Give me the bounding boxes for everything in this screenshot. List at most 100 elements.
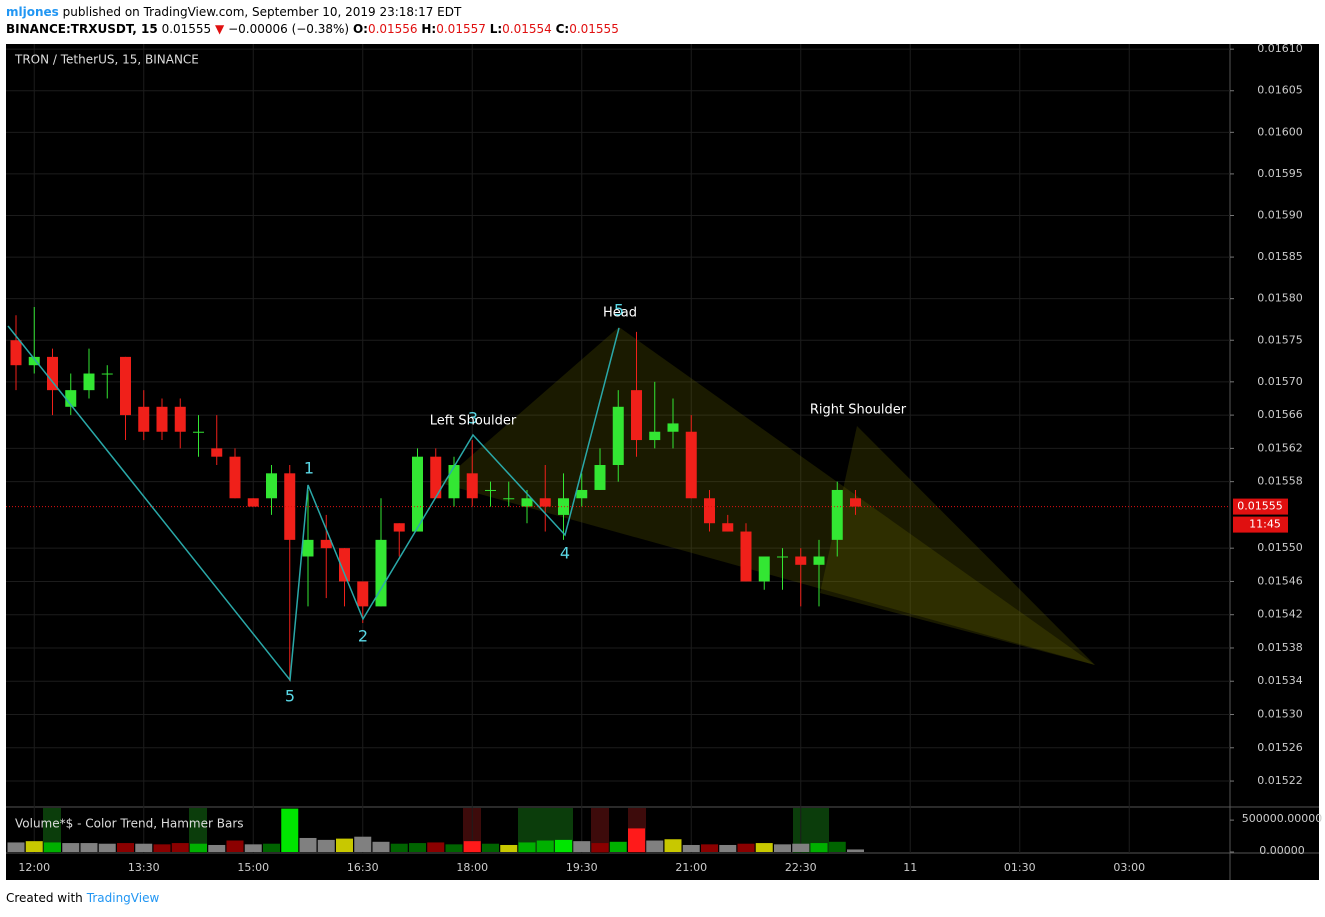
y-tick-label: 0.01570 — [1257, 375, 1303, 388]
volume-bar — [847, 849, 864, 852]
candle-body — [685, 431, 697, 499]
candle-body — [521, 498, 533, 507]
y-tick-label: 0.01534 — [1257, 674, 1303, 687]
volume-bar — [80, 843, 98, 852]
volume-bar — [7, 842, 25, 852]
y-tick-label: 0.01580 — [1257, 292, 1303, 305]
candle-body — [174, 406, 186, 432]
candle-body — [831, 489, 843, 540]
chart-bg — [6, 44, 1319, 880]
volume-bar — [44, 842, 61, 852]
candle-body — [740, 531, 752, 582]
y-tick-label: 0.01530 — [1257, 708, 1303, 721]
candle-body — [631, 390, 642, 441]
candle-body — [65, 390, 77, 407]
volume-bar — [628, 828, 645, 852]
volume-bar — [518, 842, 536, 852]
y-tick-label: 0.01605 — [1257, 84, 1303, 97]
y-tick-label: 0.01538 — [1257, 641, 1303, 654]
volume-bar — [774, 844, 791, 852]
candle-body — [594, 465, 606, 490]
volume-bar — [427, 842, 445, 852]
y-tick-label: 0.01546 — [1257, 574, 1303, 587]
volume-title: Volume*$ - Color Trend, Hammer Bars — [15, 817, 244, 831]
x-tick-label: 11 — [903, 861, 917, 874]
candle-body — [120, 356, 131, 416]
wave-label: 2 — [358, 627, 368, 646]
volume-bar — [409, 843, 426, 852]
volume-bar — [117, 843, 134, 852]
volume-tick-label: 500000.00000 — [1242, 812, 1322, 825]
candle-body — [211, 448, 223, 457]
candle-body — [83, 373, 95, 391]
c-value: 0.01555 — [569, 22, 619, 36]
user[interactable]: mljones — [6, 5, 59, 19]
volume-bar — [390, 843, 408, 852]
x-tick-label: 03:00 — [1113, 861, 1145, 874]
y-tick-label: 0.01590 — [1257, 208, 1303, 221]
y-tick-label: 0.01595 — [1257, 167, 1303, 180]
chart: 5 1 2 3 4 5 Left Shoulder Head Right Sho… — [6, 42, 1322, 880]
o-label: O: — [352, 22, 368, 36]
volume-bar — [609, 841, 627, 852]
volume-bar — [536, 840, 554, 852]
x-tick-label: 01:30 — [1004, 861, 1036, 874]
volume-bar — [299, 837, 317, 852]
candle-body — [412, 456, 423, 532]
head-triangle — [440, 327, 1095, 665]
wave-labels: 5 1 2 3 4 5 — [285, 301, 624, 706]
wave-label: 5 — [285, 687, 295, 706]
candle-body — [758, 556, 770, 582]
volume-bar — [500, 844, 518, 852]
candle-body — [156, 406, 168, 432]
shoulder-triangle — [820, 426, 1095, 665]
candle-body — [722, 523, 734, 532]
annotation: Right Shoulder — [810, 403, 907, 418]
y-tick-label: 0.01542 — [1257, 608, 1303, 621]
candle-body — [375, 539, 387, 607]
y-tick-label: 0.01526 — [1257, 741, 1303, 754]
y-tick-label: 0.01562 — [1257, 441, 1303, 454]
l-label: L: — [489, 22, 503, 36]
candle-body — [10, 340, 22, 366]
highlight — [43, 808, 61, 853]
volume-bar — [226, 840, 244, 852]
x-tick-label: 16:30 — [347, 861, 379, 874]
symbol: BINANCE:TRXUSDT, 15 — [6, 22, 158, 36]
y-tick-label: 0.01610 — [1257, 42, 1303, 55]
volume-bar — [810, 843, 828, 852]
last: 0.01555 — [161, 22, 212, 36]
volume-bar — [354, 836, 372, 852]
x-tick-label: 19:30 — [566, 861, 598, 874]
candle-body — [612, 406, 624, 466]
wave-label: 3 — [468, 409, 478, 428]
candle-body — [28, 356, 40, 366]
volume-bar — [372, 841, 390, 852]
h-label: H: — [421, 22, 437, 36]
y-tick-label: 0.01550 — [1257, 541, 1303, 554]
candle-body — [339, 548, 350, 582]
candle-body — [320, 539, 332, 549]
volume-bar — [317, 839, 335, 852]
created: Created with — [6, 891, 83, 905]
l-value: 0.01554 — [502, 22, 552, 36]
x-tick-label: 12:00 — [18, 861, 50, 874]
candle-body — [193, 431, 204, 433]
candle-body — [448, 465, 460, 499]
candle-body — [667, 423, 679, 432]
annotation: Head — [603, 306, 637, 321]
candle-body — [393, 523, 405, 532]
wave-line — [7, 325, 620, 682]
volume-bar — [281, 808, 299, 852]
highlight — [591, 808, 609, 853]
x-tick-label: 18:00 — [456, 861, 488, 874]
volume-bar — [573, 841, 591, 852]
candle-body — [777, 556, 788, 558]
brand[interactable]: TradingView — [86, 891, 160, 905]
y-tick-label: 0.01600 — [1257, 125, 1303, 138]
price-tag-label: 0.01555 — [1237, 500, 1283, 513]
candle-body — [795, 556, 807, 565]
arrow: ▼ — [215, 22, 225, 36]
wave-label: 4 — [560, 544, 570, 563]
